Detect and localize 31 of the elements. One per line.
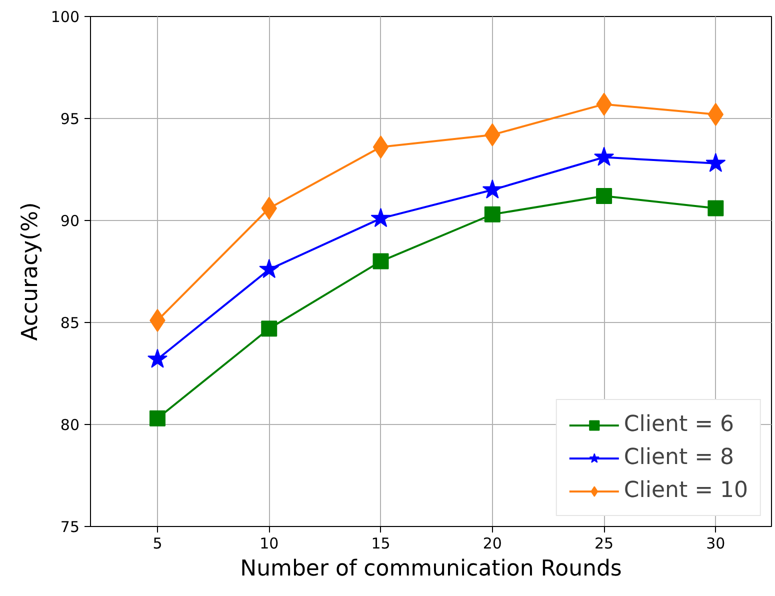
legend-label: Client = 8 <box>624 445 734 470</box>
point <box>706 152 726 172</box>
point <box>596 188 612 204</box>
point <box>261 320 278 337</box>
x-axis-title: Number of communication Rounds <box>240 556 622 582</box>
y-axis-title: Accuracy(%) <box>18 202 43 341</box>
point <box>482 179 502 198</box>
y-tick-label: 90 <box>60 212 80 230</box>
x-tick-label: 5 <box>152 534 162 552</box>
x-tick-label: 10 <box>260 534 279 552</box>
point <box>594 146 614 166</box>
legend-label: Client = 6 <box>624 412 734 437</box>
x-tick-label: 30 <box>706 534 726 552</box>
y-tick-label: 75 <box>60 518 80 536</box>
y-tick-label: 80 <box>60 416 80 434</box>
point <box>484 206 500 222</box>
point <box>259 258 280 278</box>
point <box>149 410 166 426</box>
x-tick-label: 15 <box>371 534 390 552</box>
y-tick-label: 85 <box>60 314 80 332</box>
point <box>708 102 724 126</box>
y-tick-label: 100 <box>50 8 80 26</box>
x-tick-label: 25 <box>594 534 614 552</box>
point <box>370 208 391 228</box>
point <box>147 348 168 368</box>
x-tick-label: 20 <box>482 534 502 552</box>
point <box>372 136 389 159</box>
y-tick-label: 95 <box>60 110 80 128</box>
point <box>708 200 724 216</box>
legend-label: Client = 10 <box>624 478 748 503</box>
point <box>372 253 389 270</box>
